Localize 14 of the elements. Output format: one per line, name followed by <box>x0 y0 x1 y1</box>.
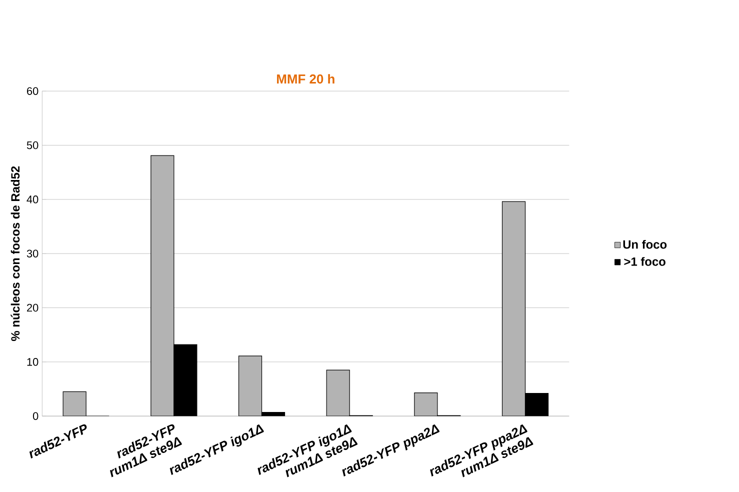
bar <box>326 370 350 416</box>
y-tick-label: 0 <box>32 412 38 420</box>
y-tick-label: 20 <box>27 304 38 312</box>
chart-title: MMF 20 h <box>277 74 334 84</box>
y-tick-label: 30 <box>26 250 38 258</box>
y-axis-title: % núcleos con focos de Rad52 <box>10 166 20 341</box>
legend-label: Un foco <box>623 240 667 249</box>
y-tick-label: 40 <box>26 196 38 204</box>
bar <box>62 391 86 416</box>
bar <box>414 392 438 416</box>
y-tick-label: 50 <box>26 141 38 150</box>
legend-label: >1 foco <box>624 257 666 266</box>
y-tick-label: 10 <box>27 358 38 366</box>
y-tick-label: 60 <box>27 87 38 95</box>
